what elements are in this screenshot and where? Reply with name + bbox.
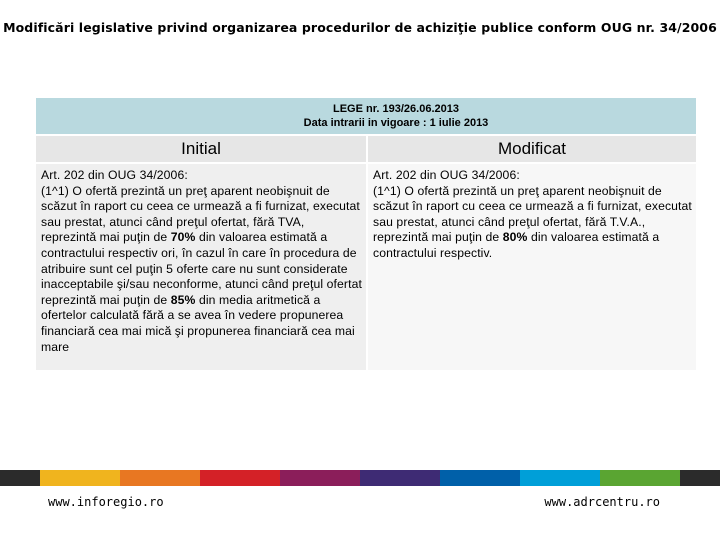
modified-text-part-a: (1^1) O ofertă prezintă un preţ aparent … [373, 183, 692, 245]
initial-text-cell: Art. 202 din OUG 34/2006: (1^1) O ofertă… [36, 164, 366, 370]
footer-link-inforegio[interactable]: www.inforegio.ro [48, 495, 164, 509]
footer-color-bar [0, 470, 720, 486]
color-bar-segment [520, 470, 600, 486]
modified-threshold-80: 80% [502, 230, 528, 245]
initial-threshold-70: 70% [170, 230, 196, 245]
slide-title: Modificări legislative privind organizar… [3, 20, 717, 35]
column-header-modified: Modificat [366, 136, 696, 164]
color-bar-segment [120, 470, 200, 486]
modified-text-part-b: din valoarea estimată a contractului res… [373, 230, 660, 260]
initial-text-part-c: din media aritmetică a ofertelor calcula… [41, 292, 355, 354]
table-header: LEGE nr. 193/26.06.2013 Data intrarii in… [36, 98, 696, 136]
color-bar-segment [440, 470, 520, 486]
modified-article-ref: Art. 202 din OUG 34/2006: [373, 168, 520, 182]
column-header-initial: Initial [36, 136, 366, 164]
column-headers: Initial Modificat [36, 136, 696, 164]
color-bar-segment [600, 470, 680, 486]
initial-text-part-b: din valoarea estimată a contractului res… [41, 230, 362, 307]
color-bar-segment [0, 470, 40, 486]
initial-article-ref: Art. 202 din OUG 34/2006: [41, 168, 188, 182]
initial-threshold-85: 85% [170, 292, 196, 307]
color-bar-segment [40, 470, 120, 486]
color-bar-segment [280, 470, 360, 486]
color-bar-segment [680, 470, 720, 486]
effective-date: Data intrarii in vigoare : 1 iulie 2013 [303, 117, 489, 129]
law-reference: LEGE nr. 193/26.06.2013 [333, 103, 459, 115]
color-bar-segment [360, 470, 440, 486]
color-bar-segment [200, 470, 280, 486]
initial-article-text: (1^1) O ofertă prezintă un preţ aparent … [41, 184, 362, 356]
initial-text-part-a: (1^1) O ofertă prezintă un preţ aparent … [41, 183, 360, 245]
modified-article-text: (1^1) O ofertă prezintă un preţ aparent … [373, 184, 692, 262]
footer-link-adrcentru[interactable]: www.adrcentru.ro [544, 495, 660, 509]
comparison-table: LEGE nr. 193/26.06.2013 Data intrarii in… [36, 98, 696, 370]
table-body-row: Art. 202 din OUG 34/2006: (1^1) O ofertă… [36, 164, 696, 370]
modified-text-cell: Art. 202 din OUG 34/2006: (1^1) O ofertă… [366, 164, 696, 370]
